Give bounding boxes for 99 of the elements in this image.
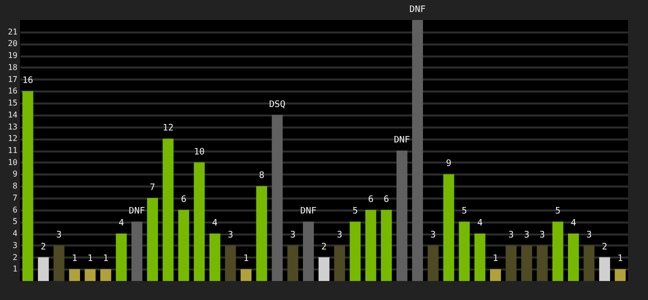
bar bbox=[521, 245, 532, 281]
data-label: 5 bbox=[462, 206, 468, 217]
y-tick-label: 8 bbox=[12, 182, 18, 191]
data-label: 10 bbox=[194, 147, 205, 158]
data-label: 1 bbox=[492, 254, 498, 264]
bar bbox=[428, 245, 439, 281]
bar bbox=[131, 222, 142, 281]
data-label: 4 bbox=[570, 218, 576, 229]
bar bbox=[84, 269, 96, 281]
data-label: 1 bbox=[87, 254, 93, 264]
bar bbox=[178, 210, 190, 281]
y-tick-label: 21 bbox=[8, 27, 18, 36]
data-label: 3 bbox=[290, 230, 296, 240]
data-label: 3 bbox=[540, 230, 545, 240]
y-tick-label: 4 bbox=[12, 229, 18, 238]
bar bbox=[350, 222, 361, 281]
bar bbox=[396, 150, 408, 281]
data-label: 1 bbox=[617, 254, 623, 264]
bar bbox=[443, 174, 454, 281]
bar bbox=[302, 222, 314, 281]
data-label: 1 bbox=[243, 254, 249, 264]
bar bbox=[256, 186, 268, 281]
bar bbox=[116, 234, 127, 281]
data-label: DNF bbox=[128, 206, 146, 217]
y-tick-label: 7 bbox=[12, 193, 18, 202]
data-label: 9 bbox=[446, 159, 452, 170]
y-tick-label: 16 bbox=[8, 86, 18, 96]
data-label: 12 bbox=[162, 124, 174, 134]
data-label: 3 bbox=[524, 230, 530, 240]
y-tick-label: 20 bbox=[8, 39, 18, 48]
y-tick-label: 1 bbox=[12, 264, 18, 274]
y-tick-label: 10 bbox=[8, 158, 18, 167]
data-label: 1 bbox=[103, 254, 108, 264]
bar bbox=[225, 245, 236, 281]
data-label: 6 bbox=[180, 194, 186, 205]
bar bbox=[506, 245, 517, 281]
bar bbox=[240, 269, 252, 281]
data-label: 6 bbox=[368, 194, 374, 205]
bar bbox=[209, 234, 220, 281]
data-label: 7 bbox=[150, 182, 156, 193]
y-tick-label: 18 bbox=[8, 62, 18, 72]
bar bbox=[334, 245, 346, 281]
bar bbox=[614, 269, 626, 281]
data-label: 2 bbox=[602, 242, 608, 252]
bar bbox=[100, 269, 112, 281]
bar bbox=[69, 269, 80, 281]
y-tick-label: 5 bbox=[12, 217, 18, 226]
data-label: 4 bbox=[118, 218, 124, 229]
bar bbox=[599, 257, 610, 281]
bar bbox=[568, 234, 579, 281]
data-label: 3 bbox=[508, 230, 514, 240]
bar bbox=[147, 198, 158, 281]
bar bbox=[272, 114, 283, 281]
data-label: 2 bbox=[321, 242, 327, 252]
bar bbox=[318, 257, 330, 281]
bar bbox=[54, 245, 64, 281]
bar bbox=[287, 245, 298, 281]
y-tick-label: 12 bbox=[8, 134, 18, 144]
data-label: DNF bbox=[409, 5, 426, 15]
data-label: DNF bbox=[300, 206, 317, 217]
data-label: 1 bbox=[72, 254, 78, 264]
data-label: 3 bbox=[586, 230, 592, 240]
y-tick-label: 3 bbox=[12, 240, 18, 250]
bar bbox=[584, 245, 594, 281]
y-tick-label: 17 bbox=[8, 74, 18, 84]
bar bbox=[490, 269, 501, 281]
bar bbox=[162, 138, 174, 281]
y-tick-label: 19 bbox=[8, 51, 18, 60]
bar bbox=[22, 91, 34, 281]
bar bbox=[474, 234, 486, 281]
data-label: 2 bbox=[40, 242, 46, 252]
bar bbox=[38, 257, 49, 281]
data-label: 4 bbox=[477, 218, 483, 229]
data-label: 3 bbox=[228, 230, 234, 240]
y-tick-label: 2 bbox=[12, 252, 18, 262]
data-label: DSQ bbox=[269, 100, 286, 110]
data-label: 8 bbox=[258, 171, 264, 182]
bar bbox=[458, 222, 470, 281]
data-label: DNF bbox=[394, 136, 410, 146]
y-tick-label: 6 bbox=[12, 205, 18, 214]
y-tick-label: 9 bbox=[12, 170, 18, 179]
data-label: 5 bbox=[352, 206, 358, 217]
bar bbox=[194, 162, 205, 281]
bar bbox=[365, 210, 376, 281]
data-label: 3 bbox=[336, 230, 342, 240]
bar bbox=[552, 222, 564, 281]
y-tick-label: 13 bbox=[8, 122, 18, 132]
data-label: 5 bbox=[555, 206, 561, 217]
data-label: 16 bbox=[22, 76, 34, 86]
y-tick-label: 14 bbox=[8, 110, 18, 120]
y-tick-label: 11 bbox=[8, 146, 18, 155]
bar bbox=[380, 210, 392, 281]
data-label: 4 bbox=[212, 218, 218, 229]
data-label: 3 bbox=[430, 230, 436, 240]
y-tick-label: 15 bbox=[8, 98, 18, 108]
data-label: 6 bbox=[384, 194, 390, 205]
bar bbox=[536, 245, 548, 281]
bar bbox=[412, 20, 423, 281]
data-label: 3 bbox=[56, 230, 62, 240]
